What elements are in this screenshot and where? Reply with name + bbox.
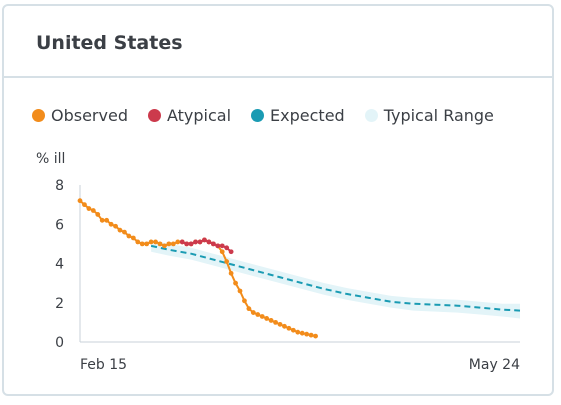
observed-point	[144, 241, 150, 247]
observed-point	[77, 198, 83, 204]
atypical-point	[202, 237, 207, 243]
atypical-point	[215, 243, 221, 249]
observed-point	[90, 208, 96, 213]
x-tick-end: May 24	[469, 357, 520, 373]
legend-dot-observed	[32, 108, 45, 122]
legend-item-atypical[interactable]: Atypical	[147, 105, 232, 125]
observed-point	[95, 212, 101, 217]
y-tick-2: 2	[55, 296, 64, 312]
atypical-point	[193, 239, 198, 245]
observed-line	[79, 199, 316, 338]
observed-point	[99, 217, 105, 223]
observed-point	[166, 241, 172, 247]
observed-point	[246, 306, 252, 312]
observed-point	[104, 217, 110, 223]
observed-point	[170, 241, 176, 247]
observed-point	[130, 235, 136, 241]
observed-point	[117, 227, 123, 233]
observed-point	[224, 259, 230, 264]
chart-card: United States	[2, 4, 554, 396]
observed-point	[157, 241, 163, 247]
legend-label-observed: Observed	[51, 105, 128, 125]
observed-point	[139, 241, 145, 247]
expected-line	[150, 244, 521, 312]
observed-point	[255, 312, 261, 317]
observed-point	[162, 243, 167, 249]
atypical-point	[188, 241, 194, 247]
legend-label-atypical: Atypical	[166, 105, 232, 125]
observed-point	[126, 233, 132, 239]
y-axis-ticks: 0 2 4 6 8	[55, 178, 64, 351]
legend-item-expected[interactable]: Expected	[251, 106, 345, 125]
observed-point	[219, 249, 225, 255]
y-tick-8: 8	[55, 178, 64, 194]
atypical-point	[184, 241, 190, 247]
observed-point	[233, 280, 238, 286]
observed-point	[148, 239, 154, 245]
y-axis-label: % ill	[36, 151, 65, 167]
atypical-points	[179, 237, 234, 255]
observed-point	[113, 223, 118, 229]
observed-point	[259, 314, 265, 319]
observed-point	[242, 298, 247, 304]
observed-point	[175, 239, 181, 245]
atypical-point	[206, 239, 212, 245]
observed-point	[82, 202, 87, 208]
observed-point	[264, 316, 270, 321]
observed-point	[282, 323, 287, 329]
legend: Observed Atypical Expected Typical Range	[32, 104, 514, 126]
typical-range-band	[151, 239, 520, 319]
x-tick-start: Feb 15	[80, 357, 127, 373]
observed-point	[135, 239, 141, 245]
card-title: United States	[36, 32, 183, 54]
atypical-point	[179, 239, 185, 245]
observed-point	[273, 319, 278, 325]
observed-point	[299, 330, 305, 336]
y-tick-4: 4	[55, 257, 64, 273]
y-tick-6: 6	[55, 217, 64, 233]
atypical-point	[219, 243, 225, 249]
observed-point	[304, 331, 310, 337]
legend-dot-atypical	[147, 108, 161, 122]
legend-label-expected: Expected	[270, 105, 345, 125]
observed-point	[108, 221, 114, 227]
observed-point	[237, 288, 243, 294]
observed-point	[86, 206, 92, 211]
observed-point	[286, 325, 292, 331]
legend-item-observed[interactable]: Observed	[32, 106, 128, 125]
observed-point	[295, 329, 301, 335]
observed-point	[153, 239, 158, 245]
card-header: United States	[4, 6, 552, 78]
atypical-point	[197, 239, 203, 245]
atypical-point	[224, 245, 230, 251]
y-tick-0: 0	[55, 335, 64, 351]
observed-point	[228, 270, 234, 276]
observed-point	[250, 310, 256, 315]
observed-point	[277, 321, 283, 327]
observed-point	[290, 327, 296, 333]
atypical-point	[210, 241, 216, 247]
legend-dot-expected	[251, 108, 265, 122]
observed-point	[268, 318, 274, 323]
legend-dot-typical-range	[364, 108, 378, 122]
legend-label-typical-range: Typical Range	[383, 105, 494, 125]
observed-point	[313, 333, 318, 339]
legend-item-typical-range[interactable]: Typical Range	[364, 105, 494, 125]
observed-point	[308, 332, 314, 338]
atypical-point	[228, 249, 234, 255]
observed-point	[122, 229, 127, 235]
observed-points	[77, 198, 318, 339]
